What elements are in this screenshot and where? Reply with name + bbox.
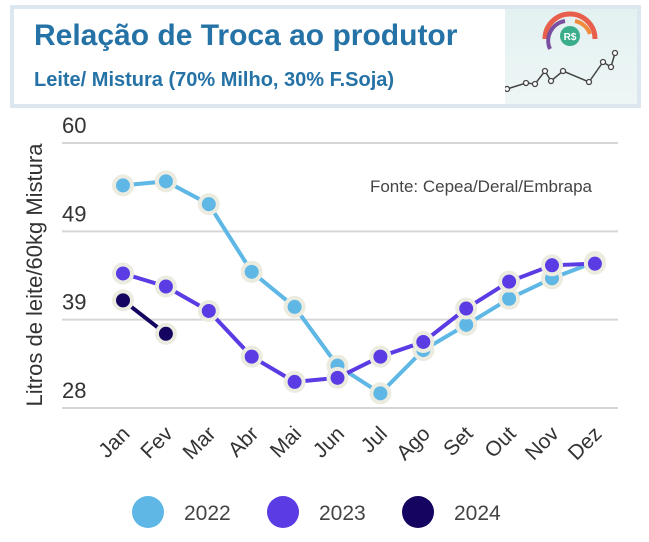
data-point-2022[interactable] (112, 174, 134, 197)
y-tick-label: 39 (62, 290, 86, 315)
series-line-2022 (122, 179, 596, 396)
data-point-2023[interactable] (412, 330, 435, 353)
legend-marker-2024 (402, 496, 434, 528)
x-tick-label: Ago (392, 422, 435, 465)
data-point-2023[interactable] (498, 270, 521, 293)
logo-text: R$ (564, 32, 577, 43)
data-point-2022[interactable] (369, 382, 392, 405)
chart-title: Relação de Troca ao produtor (34, 19, 458, 52)
data-point-2023[interactable] (197, 299, 220, 322)
x-tick-label: Jan (94, 422, 134, 462)
chart-header: Relação de Troca ao produtor Leite/ Mist… (10, 5, 641, 108)
data-point-2023[interactable] (326, 366, 349, 389)
x-tick-label: Abr (224, 422, 263, 461)
x-tick-label: Dez (564, 422, 607, 465)
data-point-2024[interactable] (154, 322, 177, 345)
x-tick-label: Mai (266, 422, 306, 462)
data-point-2023[interactable] (583, 252, 606, 275)
legend-marker-2023 (267, 496, 299, 528)
data-point-2022[interactable] (240, 260, 263, 283)
legend-label: 2023 (319, 502, 366, 525)
x-tick-label: Mar (178, 422, 220, 464)
legend-marker-2022 (132, 496, 164, 528)
y-tick-label: 49 (62, 201, 86, 226)
data-point-2023[interactable] (283, 370, 306, 393)
source-annotation: Fonte: Cepea/Deral/Embrapa (370, 177, 593, 196)
x-tick-label: Out (480, 422, 520, 462)
series-line-2023 (122, 261, 595, 384)
x-tick-label: Fev (136, 422, 177, 463)
x-tick-label: Nov (521, 422, 564, 465)
data-point-2023[interactable] (369, 345, 392, 368)
data-point-2023[interactable] (240, 345, 263, 368)
chart-subtitle: Leite/ Mistura (70% Milho, 30% F.Soja) (34, 69, 395, 91)
logo-chart-icon: R$ (505, 11, 619, 93)
y-tick-label: 28 (62, 378, 86, 403)
y-axis-label: Litros de leite/60kg Mistura (22, 143, 47, 407)
data-point-2024[interactable] (112, 289, 134, 312)
data-point-2023[interactable] (455, 297, 478, 320)
x-tick-label: Set (439, 422, 478, 461)
legend-label: 2022 (184, 502, 231, 525)
x-tick-label: Jun (309, 422, 349, 462)
logo-image: R$ (505, 9, 637, 104)
data-point-2023[interactable] (112, 262, 134, 285)
data-point-2022[interactable] (154, 170, 177, 193)
x-tick-label: Jul (357, 422, 392, 457)
y-tick-label: 60 (62, 113, 86, 138)
data-point-2023[interactable] (154, 275, 177, 298)
data-point-2022[interactable] (197, 193, 220, 216)
data-point-2022[interactable] (283, 295, 306, 318)
legend-label: 2024 (454, 502, 501, 525)
data-point-2023[interactable] (541, 254, 563, 277)
